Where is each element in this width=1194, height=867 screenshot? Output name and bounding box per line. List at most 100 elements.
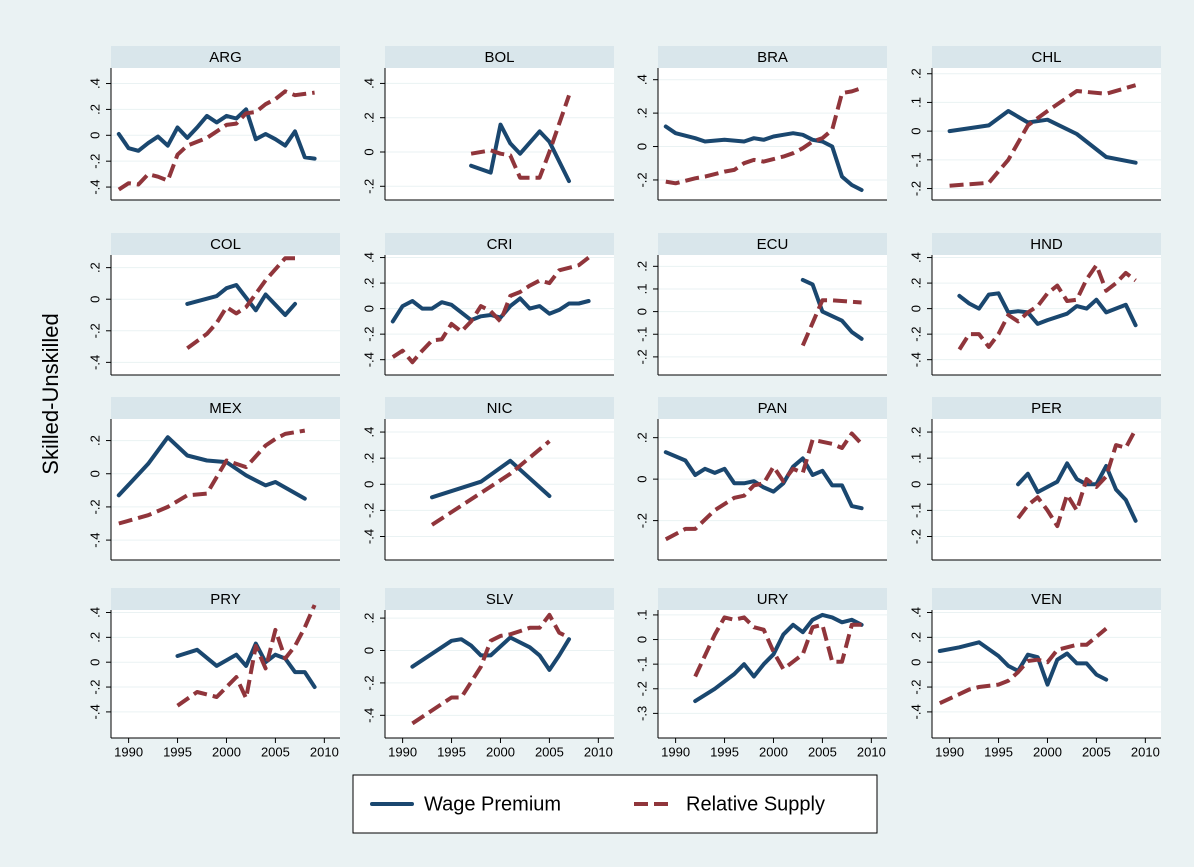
y-tick-label: -.2 — [634, 349, 649, 364]
panel-strip — [111, 588, 340, 610]
panel-title: PER — [1031, 400, 1062, 417]
y-tick-label: .4 — [908, 607, 923, 618]
y-tick-label: .2 — [361, 112, 376, 123]
y-tick-label: -.1 — [634, 657, 649, 672]
y-tick-label: .1 — [908, 453, 923, 464]
y-tick-label: 0 — [87, 132, 102, 139]
y-tick-label: .2 — [87, 262, 102, 273]
y-tick-label: 0 — [908, 305, 923, 312]
panel-strip — [658, 588, 887, 610]
panel-title: BRA — [757, 49, 788, 66]
y-tick-label: .2 — [634, 261, 649, 272]
y-tick-label: -.2 — [87, 154, 102, 169]
panel-title: CRI — [487, 236, 513, 253]
y-tick-label: 0 — [361, 148, 376, 155]
panel-strip — [658, 397, 887, 419]
y-tick-label: 0 — [87, 659, 102, 666]
y-tick-label: .4 — [634, 74, 649, 85]
y-tick-label: -.2 — [361, 503, 376, 518]
series-line — [949, 83, 1137, 188]
panel-title: ECU — [757, 236, 789, 253]
panel-title: PAN — [758, 400, 788, 417]
legend — [352, 774, 878, 834]
y-tick-label: 0 — [634, 636, 649, 643]
y-tick-label: -.2 — [361, 179, 376, 194]
y-tick-label: 0 — [908, 481, 923, 488]
y-tick-label: -.2 — [634, 172, 649, 187]
series-line — [1016, 461, 1138, 523]
y-tick-label: 0 — [361, 305, 376, 312]
series-line — [185, 283, 297, 317]
x-tick-label: 2010 — [857, 744, 886, 759]
plot-area — [385, 419, 614, 560]
y-tick-label: -.2 — [87, 679, 102, 694]
series-line — [391, 256, 590, 365]
plot-area — [111, 419, 340, 560]
y-tick-label: .4 — [908, 252, 923, 263]
y-tick-label: -.3 — [634, 706, 649, 721]
y-tick-label: -.1 — [634, 327, 649, 342]
y-tick-label: -.2 — [908, 679, 923, 694]
panel-strip — [658, 233, 887, 255]
series-line — [175, 641, 317, 689]
panel-strip — [932, 46, 1161, 68]
x-tick-label: 2005 — [1082, 744, 1111, 759]
panel-title: CHL — [1031, 49, 1061, 66]
y-tick-label: -.2 — [361, 327, 376, 342]
y-tick-label: 0 — [361, 481, 376, 488]
y-tick-label: -.4 — [908, 704, 923, 719]
x-tick-label: 2010 — [310, 744, 339, 759]
y-tick-label: .4 — [87, 78, 102, 89]
x-tick-label: 2000 — [1033, 744, 1062, 759]
y-axis-label: Skilled-Unskilled — [38, 313, 63, 474]
series-line — [430, 458, 552, 500]
y-tick-label: -.2 — [908, 529, 923, 544]
x-tick-label: 1990 — [114, 744, 143, 759]
y-tick-label: .2 — [361, 613, 376, 624]
legend-label: Relative Supply — [686, 793, 825, 815]
y-tick-label: 0 — [87, 470, 102, 477]
series-line — [116, 435, 307, 501]
y-tick-label: -.2 — [908, 327, 923, 342]
series-line — [186, 256, 295, 350]
series-line — [957, 263, 1137, 351]
y-tick-label: -.4 — [361, 708, 376, 723]
panel-title: URY — [757, 591, 788, 608]
panel-strip — [658, 46, 887, 68]
y-tick-label: .2 — [908, 278, 923, 289]
x-tick-label: 1995 — [984, 744, 1013, 759]
series-line — [116, 107, 317, 161]
y-tick-label: .2 — [87, 632, 102, 643]
plot-area — [932, 68, 1161, 200]
plot-area — [111, 255, 340, 375]
y-tick-label: -.4 — [87, 704, 102, 719]
x-tick-label: 2000 — [486, 744, 515, 759]
y-tick-label: .4 — [87, 607, 102, 618]
x-tick-label: 2010 — [584, 744, 613, 759]
panel-strip — [385, 397, 614, 419]
x-tick-label: 2000 — [212, 744, 241, 759]
y-tick-label: -.2 — [361, 675, 376, 690]
panel-strip — [111, 233, 340, 255]
x-tick-label: 1990 — [661, 744, 690, 759]
series-line — [1016, 428, 1138, 529]
x-tick-label: 2000 — [759, 744, 788, 759]
y-tick-label: -.1 — [908, 503, 923, 518]
series-line — [665, 86, 863, 186]
y-tick-label: .2 — [361, 453, 376, 464]
plot-area — [658, 610, 887, 738]
y-tick-label: -.2 — [87, 323, 102, 338]
y-tick-label: 0 — [908, 128, 923, 135]
x-tick-label: 1990 — [935, 744, 964, 759]
series-line — [118, 428, 306, 526]
y-tick-label: .2 — [908, 68, 923, 79]
series-line — [469, 122, 571, 184]
plot-area — [932, 610, 1161, 738]
y-tick-label: -.4 — [361, 352, 376, 367]
y-tick-label: .2 — [908, 427, 923, 438]
y-tick-label: -.1 — [908, 152, 923, 167]
y-tick-label: 0 — [634, 308, 649, 315]
x-tick-label: 1995 — [163, 744, 192, 759]
